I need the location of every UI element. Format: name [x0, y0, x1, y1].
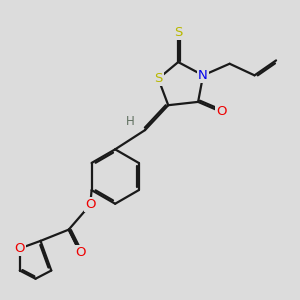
Text: S: S: [174, 26, 182, 39]
Text: O: O: [85, 198, 95, 211]
Text: N: N: [198, 69, 208, 82]
Text: O: O: [75, 246, 86, 260]
Text: S: S: [154, 72, 163, 85]
Text: O: O: [216, 105, 226, 118]
Text: H: H: [126, 115, 134, 128]
Text: O: O: [14, 242, 25, 255]
